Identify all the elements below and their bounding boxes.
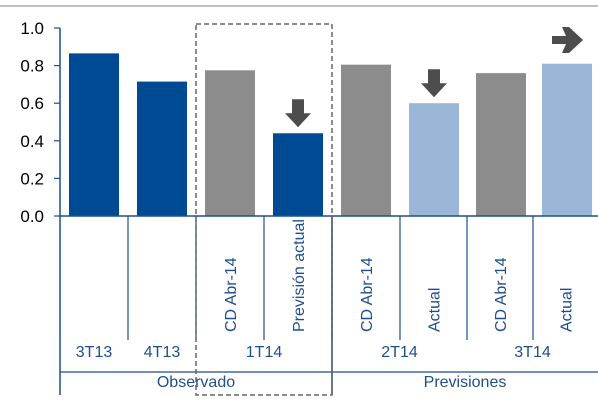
bar-1: [69, 53, 119, 216]
bar-label: Actual: [559, 288, 576, 332]
bars: [69, 53, 592, 216]
bar-3: [205, 70, 255, 216]
category-axis: CD Abr-14 Previsión actual CD Abr-14 Actual…: [60, 216, 598, 395]
bar-5: [341, 65, 391, 216]
bar-8: [542, 64, 592, 216]
arrow-right-icon: [552, 27, 583, 53]
arrow-down-icon: [285, 99, 311, 127]
bar-label: Previsión actual: [291, 219, 308, 332]
y-tick-label: 1.0: [20, 19, 44, 38]
bar-7: [476, 73, 526, 216]
y-tick-label: 0.6: [20, 94, 44, 113]
period-label: 4T13: [144, 344, 181, 361]
y-axis: 0.0 0.2 0.4 0.6 0.8 1.0: [20, 19, 60, 340]
group-label: Previsiones: [424, 374, 507, 391]
bar-label: CD Abr-14: [359, 257, 376, 332]
period-label: 1T14: [246, 344, 283, 361]
y-tick-label: 0.2: [20, 169, 44, 188]
period-label: 3T13: [76, 344, 113, 361]
arrow-down-icon: [421, 69, 447, 97]
bar-label: CD Abr-14: [493, 257, 510, 332]
bar-6: [409, 103, 459, 216]
y-tick-label: 0.4: [20, 132, 44, 151]
bar-label: CD Abr-14: [223, 257, 240, 332]
bar-4: [273, 133, 323, 216]
bar-label: Actual: [427, 288, 444, 332]
y-tick-label: 0.0: [20, 207, 44, 226]
period-label: 2T14: [381, 344, 418, 361]
y-tick-label: 0.8: [20, 57, 44, 76]
bar-2: [137, 82, 187, 216]
period-label: 3T14: [514, 344, 551, 361]
